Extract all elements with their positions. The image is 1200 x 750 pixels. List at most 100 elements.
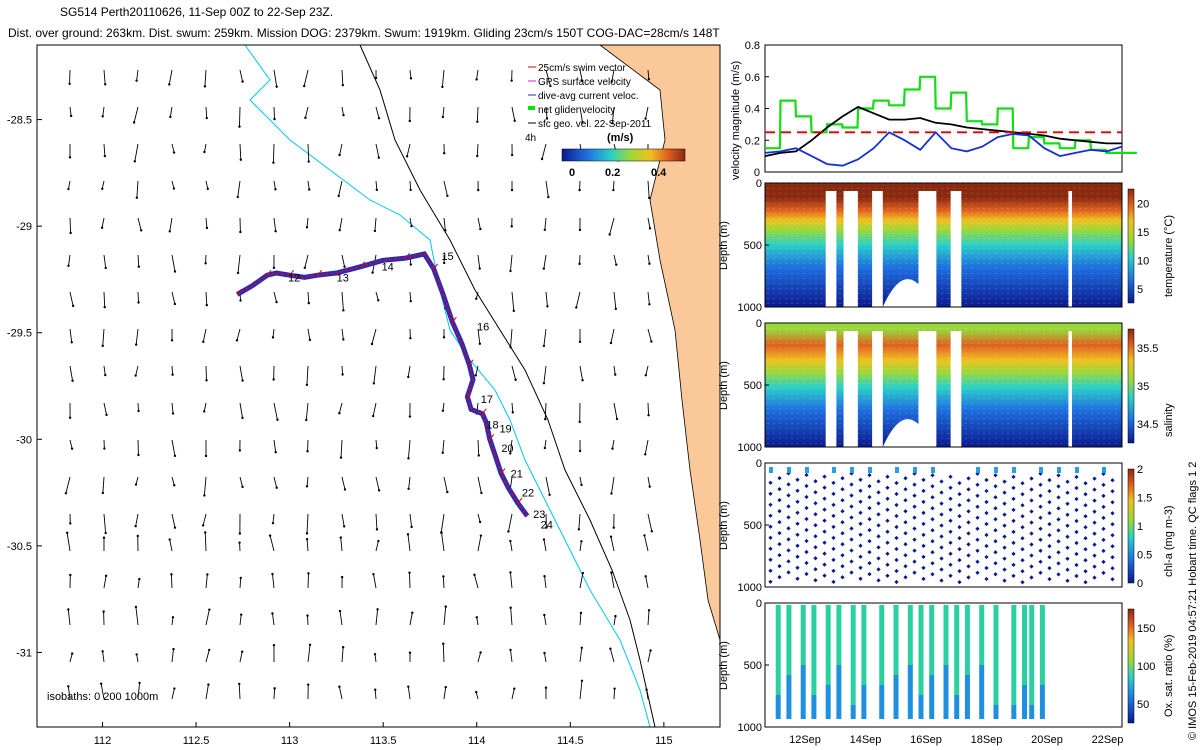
map-ytick-label: -28.5 [7,115,32,127]
day-label: 24 [541,520,553,532]
cbar-label: salinity [1163,403,1175,437]
isobath-200m [244,45,651,727]
map-xtick-label: 114 [468,735,486,747]
cbar-tick-1: 0.2 [605,167,620,179]
velocity-ytick: 0.4 [745,104,760,116]
map-ytick-label: -29.5 [7,328,32,340]
cbar-tick: 50 [1137,699,1149,711]
depth-ylabel: Depth (m) [718,221,730,270]
cbar-tick: 15 [1137,227,1149,239]
map-xtick-label: 114.5 [557,735,584,747]
section-chla: 0 500 1000 Depth (m) 0 0.5 1 1.5 2 chl-a (mg m-3) [718,458,1175,594]
velocity-ytick: 0 [754,167,760,179]
depth-tick: 1000 [738,442,762,454]
cbar-tick: 35.5 [1137,343,1158,355]
cbar-tick: 150 [1137,623,1155,635]
map-xtick-label: 113 [281,735,299,747]
section-salinity: 0 500 1000 Depth (m) 34.5 35 35.5 salinity [718,318,1175,454]
map-ytick-label: -29 [16,221,32,233]
legend-swim: 25cm/s swim vector [538,63,626,74]
depth-tick: 0 [756,458,762,470]
date-tick: 18Sep [971,734,1003,746]
cbar-tick: 1.5 [1137,493,1152,505]
map-ytick-label: -30 [16,434,32,446]
velocity-series-1 [764,105,1122,157]
day-label: 19 [499,424,511,436]
depth-ylabel: Depth (m) [718,641,730,690]
day-label: 23 [533,509,545,521]
cbar-tick: 100 [1137,661,1155,673]
land-area [600,45,720,640]
cbar-tick: 34.5 [1137,419,1158,431]
day-label: 16 [477,321,489,333]
map-ytick-label: -30.5 [7,541,32,553]
cbar-tick: 0.5 [1137,550,1152,562]
coastline [599,45,720,641]
cbar-tick: 0 [1137,578,1143,590]
date-tick: 12Sep [789,734,821,746]
day-label: 15 [441,251,453,263]
day-label: 22 [522,488,534,500]
colorbar-title: (m/s) [607,132,634,144]
depth-tick: 1000 [738,302,762,314]
map-legend: 25cm/s swim vector GPS surface velocity … [525,63,686,179]
velocity-series-gps [765,75,1137,154]
date-tick: 14Sep [850,734,882,746]
velocity-series-2 [764,130,1123,167]
footer-side: © IMOS 15-Feb-2019 04:57:21 Hobart time.… [1187,462,1199,740]
legend-net: net glider velocity [538,105,615,116]
day-label: 12 [288,272,300,284]
depth-tick: 500 [744,240,762,252]
isobath-label: isobaths: 0 200 1000m [47,691,158,703]
velocity-ylabel: velocity magnitude (m/s) [730,61,742,180]
day-label: 21 [511,468,523,480]
date-tick: 20Sep [1031,734,1063,746]
isobath-1000m [359,45,656,727]
day-label: 14 [382,262,394,274]
date-tick: 16Sep [910,734,942,746]
velocity-ytick: 0.2 [745,135,760,147]
depth-tick: 0 [756,318,762,330]
legend-gps: GPS surface velocity [538,77,631,88]
day-label: 20 [501,443,513,455]
velocity-ytick: 0.8 [745,40,760,52]
legend-4h: 4h [525,133,536,144]
header-stats: Dist. over ground: 263km. Dist. swum: 25… [8,26,720,40]
cbar-label: chl-a (mg m-3) [1163,505,1175,577]
map-xtick-label: 112 [94,735,112,747]
section-colorbar [1127,328,1135,444]
legend-dac: dive-avg current veloc. [538,91,639,102]
date-tick: 22Sep [1092,734,1124,746]
depth-tick: 1000 [738,582,762,594]
depth-ylabel: Depth (m) [718,361,730,410]
section-colorbar [1127,608,1135,724]
depth-tick: 500 [744,660,762,672]
depth-tick: 0 [756,178,762,190]
map-frame [36,44,721,728]
cbar-label: temperature (°C) [1163,215,1175,297]
depth-ylabel: Depth (m) [718,501,730,550]
geostrophic-vectors [64,69,653,700]
day-label: 13 [337,272,349,284]
cbar-tick: 1 [1137,521,1143,533]
map-ytick-label: -31 [16,647,32,659]
cbar-tick-0: 0 [569,167,575,179]
day-label: 18 [486,419,498,431]
day-label: 17 [481,394,493,406]
depth-tick: 0 [756,598,762,610]
depth-tick: 500 [744,380,762,392]
cbar-tick: 10 [1137,255,1149,267]
section-colorbar [1127,468,1135,584]
depth-tick: 1000 [738,722,762,734]
cbar-tick: 5 [1137,284,1143,296]
section-temperature: 0 500 1000 Depth (m) 5 10 15 20 temperature (°C) [718,178,1175,314]
track-blue [235,251,530,518]
map-xtick-label: 115 [655,735,673,747]
legend-sfcgeo: sfc geo. vel. 22-Sep-2011 [538,119,652,130]
velocity-ytick: 0.6 [745,72,760,84]
cbar-label: Ox. sat. ratio (%) [1163,634,1175,717]
